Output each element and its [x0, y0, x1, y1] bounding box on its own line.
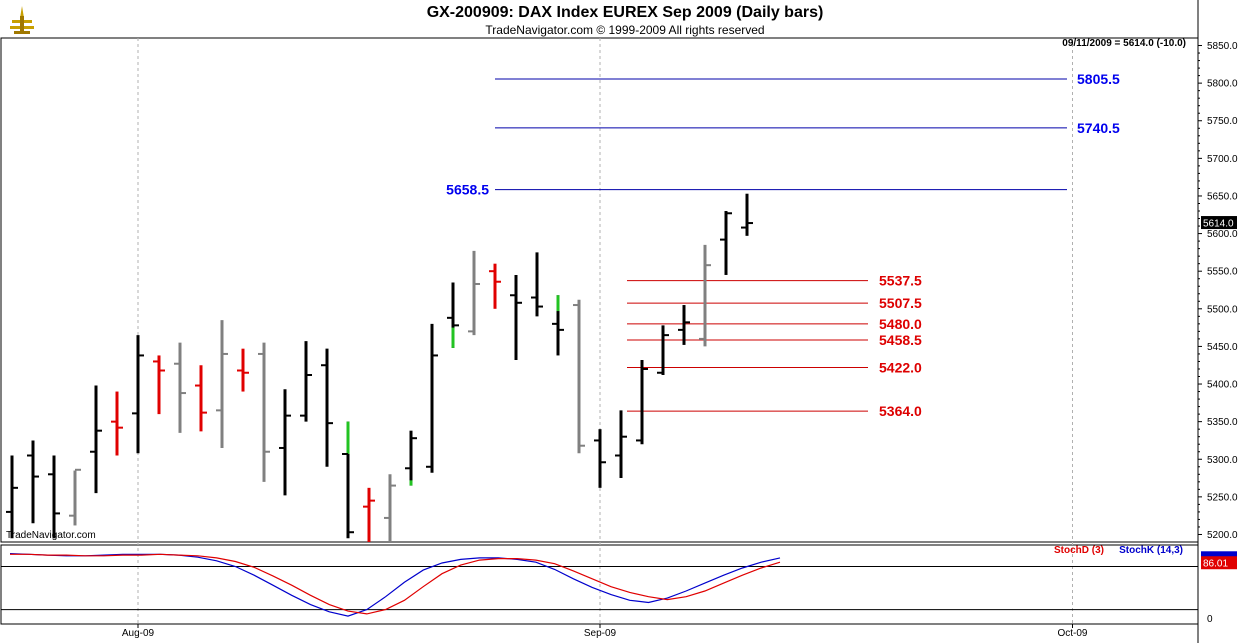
level-label: 5537.5	[879, 273, 922, 289]
last-price-tag: 5614.0	[1203, 219, 1234, 230]
ohlc-bar	[405, 430, 417, 486]
level-label: 5805.5	[1077, 71, 1120, 87]
ohlc-bar	[573, 299, 585, 454]
ohlc-bar	[300, 341, 312, 422]
y-tick-label: 5800.0	[1207, 79, 1238, 90]
ohlc-bar	[363, 487, 375, 542]
ohlc-bar	[48, 455, 60, 539]
ohlc-bar	[132, 335, 144, 454]
level-label: 5364.0	[879, 403, 922, 419]
y-tick-label: 5700.0	[1207, 154, 1238, 165]
y-tick-label: 5300.0	[1207, 455, 1238, 466]
level-label: 5507.5	[879, 295, 922, 311]
ohlc-bar	[279, 389, 291, 496]
stoch-last-value-tag: 86.01	[1203, 559, 1228, 570]
last-price-tag-bg	[1201, 216, 1237, 230]
ohlc-bar	[489, 263, 501, 309]
ohlc-bar	[174, 342, 186, 433]
chart-subtitle: TradeNavigator.com © 1999-2009 All right…	[485, 23, 765, 37]
ohlc-bar	[636, 359, 648, 445]
ohlc-bar	[6, 455, 18, 539]
ohlc-bar	[195, 365, 207, 432]
ohlc-bar	[258, 342, 270, 482]
y-tick-label: 5550.0	[1207, 267, 1238, 278]
ohlc-bar	[594, 429, 606, 488]
stoch-zero-label: 0	[1207, 614, 1213, 625]
ohlc-bar	[678, 305, 690, 345]
stoch-k-line	[9, 553, 781, 617]
ohlc-bar	[90, 385, 102, 494]
ohlc-bar	[699, 244, 711, 347]
ohlc-bar	[216, 320, 228, 448]
y-tick-label: 5500.0	[1207, 304, 1238, 315]
level-label: 5740.5	[1077, 120, 1120, 136]
x-tick-label: Oct-09	[1057, 628, 1087, 639]
x-tick-label: Aug-09	[122, 628, 155, 639]
stoch-d-legend: StochD (3)	[1054, 545, 1104, 556]
ohlc-bar	[447, 282, 459, 348]
ohlc-bar	[321, 348, 333, 467]
y-tick-label: 5750.0	[1207, 116, 1238, 127]
level-label: 5422.0	[879, 359, 922, 375]
y-tick-label: 5200.0	[1207, 530, 1238, 541]
ohlc-bar	[741, 193, 753, 236]
ohlc-bar	[27, 440, 39, 524]
level-label: 5458.5	[879, 332, 922, 348]
ohlc-bar	[468, 250, 480, 336]
ohlc-bar	[531, 252, 543, 317]
level-label: 5480.0	[879, 316, 922, 332]
ohlc-bar	[615, 410, 627, 479]
level-label: 5658.5	[446, 182, 489, 198]
y-tick-label: 5400.0	[1207, 380, 1238, 391]
ohlc-bar	[720, 211, 732, 275]
y-tick-label: 5600.0	[1207, 229, 1238, 240]
y-tick-label: 5850.0	[1207, 41, 1238, 52]
ohlc-bar	[342, 421, 354, 539]
price-readout: 09/11/2009 = 5614.0 (-10.0)	[1062, 38, 1186, 49]
stoch-k-legend: StochK (14,3)	[1119, 545, 1183, 556]
y-tick-label: 5350.0	[1207, 417, 1238, 428]
chart-title: GX-200909: DAX Index EUREX Sep 2009 (Dai…	[426, 4, 824, 21]
ohlc-bar	[153, 355, 165, 415]
x-tick-label: Sep-09	[584, 628, 617, 639]
y-tick-label: 5450.0	[1207, 342, 1238, 353]
watermark: TradeNavigator.com	[6, 530, 96, 541]
stoch-d-line	[10, 553, 781, 615]
ohlc-bar	[552, 295, 564, 356]
y-tick-label: 5650.0	[1207, 191, 1238, 202]
ohlc-bar	[384, 474, 396, 542]
ohlc-bar	[111, 391, 123, 456]
ohlc-bar	[69, 468, 81, 526]
ohlc-bar	[657, 325, 669, 376]
navigator-logo	[10, 6, 34, 34]
ohlc-bar	[510, 274, 522, 360]
stoch-d-tag-bg	[1201, 556, 1237, 570]
ohlc-bar	[426, 323, 438, 473]
y-tick-label: 5250.0	[1207, 492, 1238, 503]
ohlc-bar	[237, 348, 249, 392]
